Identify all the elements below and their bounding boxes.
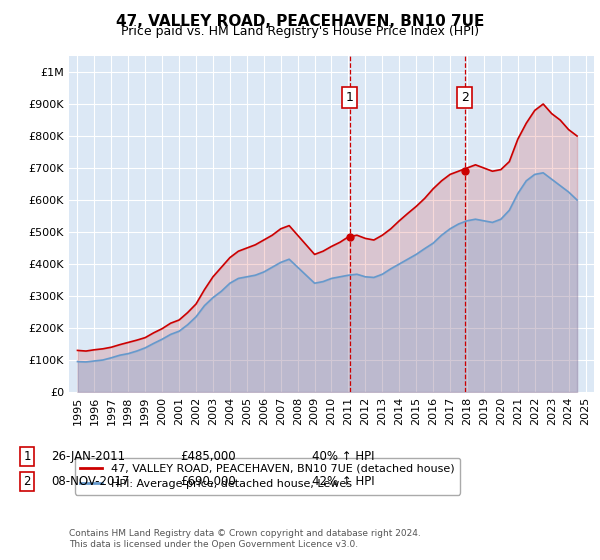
Text: 47, VALLEY ROAD, PEACEHAVEN, BN10 7UE: 47, VALLEY ROAD, PEACEHAVEN, BN10 7UE xyxy=(116,14,484,29)
Text: Contains HM Land Registry data © Crown copyright and database right 2024.: Contains HM Land Registry data © Crown c… xyxy=(69,529,421,538)
Text: 1: 1 xyxy=(346,91,353,104)
Text: 40% ↑ HPI: 40% ↑ HPI xyxy=(312,450,374,463)
Text: 1: 1 xyxy=(23,450,31,463)
Text: This data is licensed under the Open Government Licence v3.0.: This data is licensed under the Open Gov… xyxy=(69,540,358,549)
Text: 26-JAN-2011: 26-JAN-2011 xyxy=(51,450,125,463)
Text: 2: 2 xyxy=(23,475,31,488)
Text: 2: 2 xyxy=(461,91,469,104)
Text: £690,000: £690,000 xyxy=(180,475,236,488)
Text: 42% ↑ HPI: 42% ↑ HPI xyxy=(312,475,374,488)
Text: 08-NOV-2017: 08-NOV-2017 xyxy=(51,475,130,488)
Text: Price paid vs. HM Land Registry's House Price Index (HPI): Price paid vs. HM Land Registry's House … xyxy=(121,25,479,38)
Legend: 47, VALLEY ROAD, PEACEHAVEN, BN10 7UE (detached house), HPI: Average price, deta: 47, VALLEY ROAD, PEACEHAVEN, BN10 7UE (d… xyxy=(74,458,460,494)
Text: £485,000: £485,000 xyxy=(180,450,236,463)
